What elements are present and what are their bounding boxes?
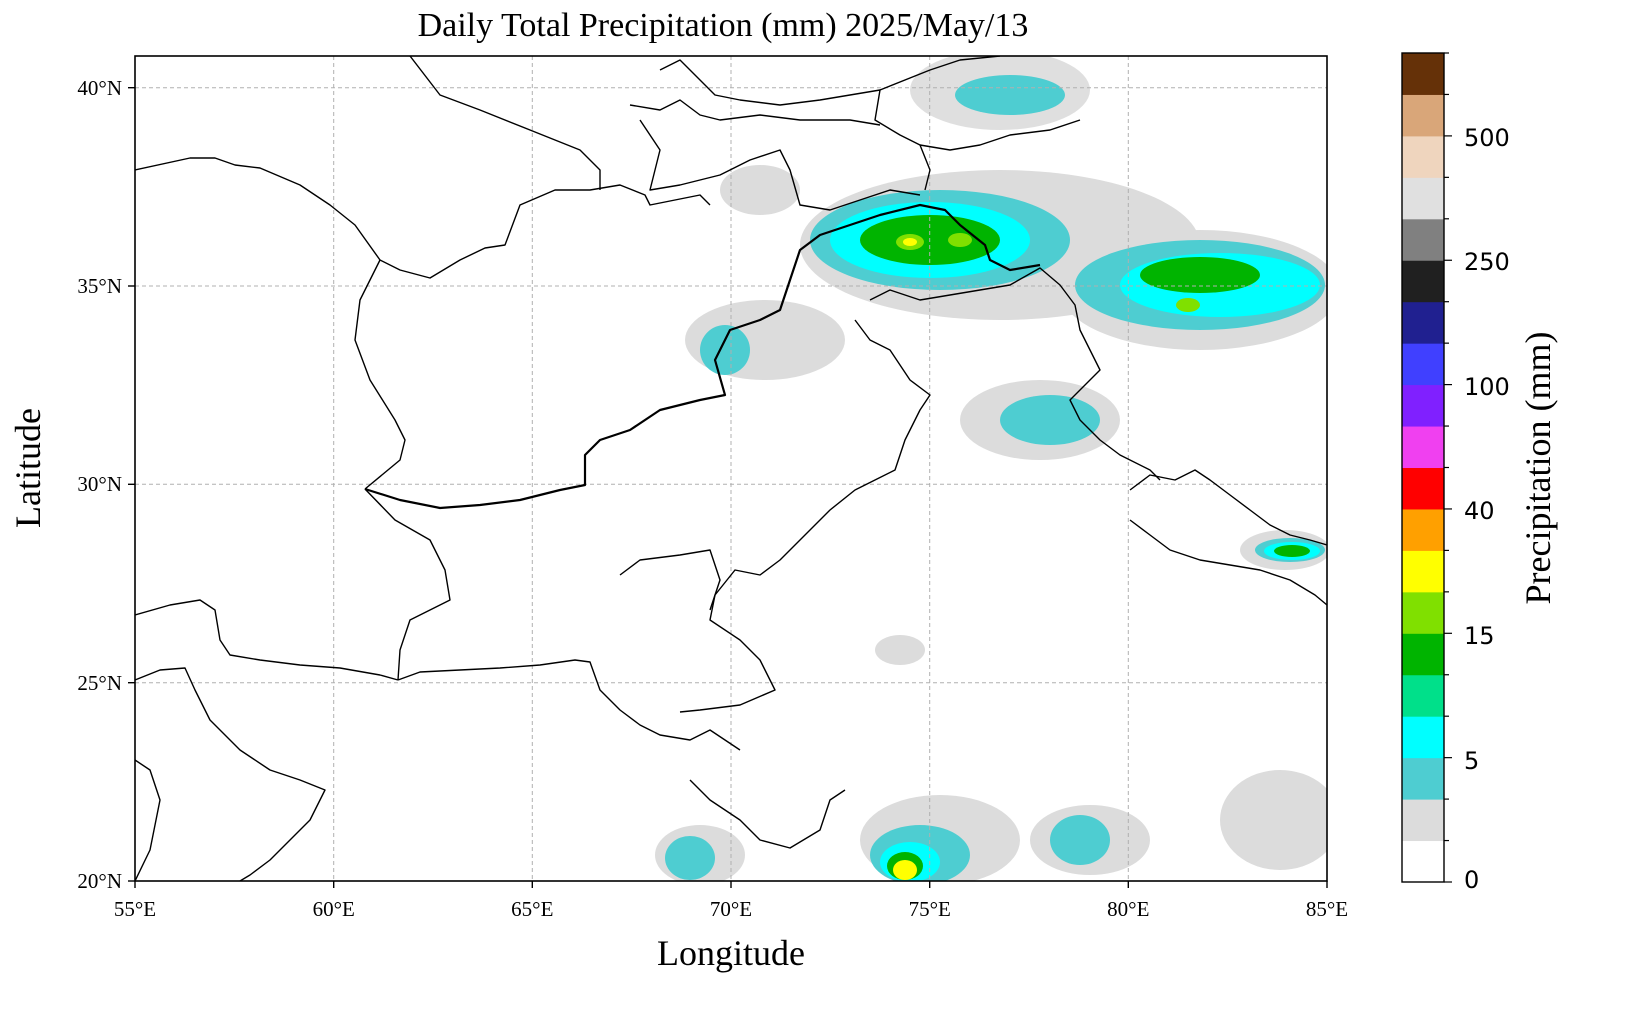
border-turkmenistan-uzbek xyxy=(135,157,711,279)
chart-title: Daily Total Precipitation (mm) 2025/May/… xyxy=(418,7,1029,44)
precip-fills xyxy=(655,56,1327,881)
graticule xyxy=(135,56,1327,881)
colorbar-tick-label: 40 xyxy=(1464,497,1495,525)
border-iran-afghan xyxy=(354,259,406,490)
colorbar-segment xyxy=(1402,135,1444,178)
colorbar-tick-label: 15 xyxy=(1464,622,1495,650)
x-tick-label: 80°E xyxy=(1107,897,1149,921)
precip-region-east-gray xyxy=(1220,770,1327,870)
x-tick-label: 55°E xyxy=(114,897,156,921)
precip-region-karakoram-yellow xyxy=(903,238,917,246)
x-tick-label: 75°E xyxy=(909,897,951,921)
precip-region-tibet-green xyxy=(1140,257,1260,293)
precip-region-tibet-core xyxy=(1176,298,1200,312)
colorbar-segment xyxy=(1402,633,1444,676)
border-pakistan-india xyxy=(679,319,931,713)
border-kyrgyz-china xyxy=(879,56,1001,91)
x-tick-label: 70°E xyxy=(710,897,752,921)
colorbar-label: Precipitation (mm) xyxy=(1518,332,1558,605)
precip-region-central-teal xyxy=(1050,815,1110,865)
colorbar-segment xyxy=(1402,218,1444,261)
y-tick-label: 30°N xyxy=(77,472,122,496)
y-tick-label: 25°N xyxy=(77,671,122,695)
border-uzbek-kazakh xyxy=(409,56,601,190)
y-tick-label: 40°N xyxy=(77,76,122,100)
colorbar-segment xyxy=(1402,799,1444,842)
x-axis-ticks: 55°E 60°E 65°E 70°E 75°E 80°E 85°E xyxy=(114,881,1348,921)
colorbar-ticks xyxy=(1444,52,1452,883)
colorbar-segments xyxy=(1402,53,1444,883)
colorbar-tick-label: 250 xyxy=(1464,248,1510,276)
border-tajik-kyrgyz xyxy=(629,99,881,126)
coast-arabia-west xyxy=(135,759,161,881)
border-india-china-ladakh xyxy=(869,267,1161,481)
precip-region-north-teal xyxy=(955,75,1065,115)
colorbar-segment xyxy=(1402,716,1444,759)
border-central-asia-east xyxy=(659,59,931,191)
y-axis-ticks: 20°N 25°N 30°N 35°N 40°N xyxy=(77,76,135,893)
precip-region-karakoram-core2 xyxy=(948,233,972,247)
coast-gujarat xyxy=(689,779,846,849)
y-tick-label: 20°N xyxy=(77,869,122,893)
colorbar-tick-label: 100 xyxy=(1464,373,1510,401)
x-tick-label: 65°E xyxy=(511,897,553,921)
border-iran-pakistan xyxy=(364,488,451,681)
coast-iran xyxy=(135,599,399,681)
colorbar-segment xyxy=(1402,301,1444,344)
colorbar-tick-label: 500 xyxy=(1464,124,1510,152)
precip-region-afghan-teal xyxy=(700,325,750,375)
colorbar-segment xyxy=(1402,177,1444,220)
border-nepal xyxy=(1129,469,1327,546)
x-tick-label: 60°E xyxy=(313,897,355,921)
colorbar-segment xyxy=(1402,467,1444,510)
colorbar-segment xyxy=(1402,508,1444,551)
colorbar-segment xyxy=(1402,591,1444,634)
border-xinjiang-north xyxy=(919,119,1081,151)
colorbar-segment xyxy=(1402,757,1444,800)
colorbar-segment xyxy=(1402,384,1444,427)
y-axis-label: Latitude xyxy=(8,408,48,528)
colorbar-segment xyxy=(1402,260,1444,303)
map-plot-area xyxy=(135,56,1327,881)
x-axis-label: Longitude xyxy=(657,933,805,973)
colorbar-segment xyxy=(1402,94,1444,137)
coast-pakistan xyxy=(397,659,741,751)
colorbar-segment xyxy=(1402,674,1444,717)
colorbar-segment xyxy=(1402,550,1444,593)
colorbar-segment xyxy=(1402,53,1444,95)
precip-region-gujarat-teal xyxy=(665,836,715,880)
border-tajik-south xyxy=(639,119,921,211)
precip-region-ghats-yellow xyxy=(893,860,917,880)
colorbar-segment xyxy=(1402,426,1444,468)
country-borders xyxy=(135,56,1327,881)
border-afghan-pakistan xyxy=(364,203,1041,510)
colorbar-segment xyxy=(1402,840,1444,883)
coast-oman xyxy=(135,667,326,881)
precip-region-misc-gray1 xyxy=(875,635,925,665)
colorbar: 0 5 15 40 100 250 500 Precipitation (mm) xyxy=(1401,52,1558,894)
y-tick-label: 35°N xyxy=(77,274,122,298)
precip-region-himachal-teal xyxy=(1000,395,1100,445)
x-tick-label: 85°E xyxy=(1306,897,1348,921)
border-nepal-south xyxy=(1129,519,1327,606)
precip-region-misc-gray2 xyxy=(720,165,800,215)
colorbar-tick-label: 0 xyxy=(1464,866,1479,894)
coast-afghan-pak-inner xyxy=(619,549,721,611)
colorbar-tick-label: 5 xyxy=(1464,747,1479,775)
precip-region-nepal-green xyxy=(1274,545,1310,557)
colorbar-segment xyxy=(1402,343,1444,386)
